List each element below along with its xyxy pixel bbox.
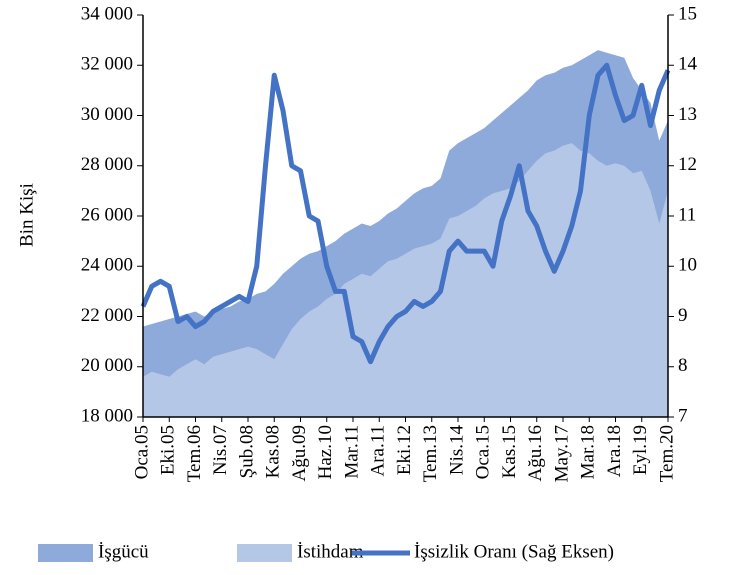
y-tick-label: 28 000 [81, 154, 133, 175]
y2-tick-label: 12 [678, 154, 697, 175]
x-tick-label: Eki.12 [394, 425, 415, 475]
x-tick-label: Kas.08 [263, 425, 284, 478]
x-tick-label: Nis.14 [446, 425, 467, 476]
x-tick-label: Tem.06 [184, 425, 205, 482]
x-tick-label: Tem.13 [420, 425, 441, 482]
x-tick-label: Ağu.09 [289, 425, 310, 481]
y-tick-label: 30 000 [81, 104, 133, 125]
area [143, 143, 668, 417]
x-tick-label: Haz.10 [315, 425, 336, 479]
y-tick-label: 24 000 [81, 255, 133, 276]
y-tick-label: 32 000 [81, 54, 133, 75]
x-tick-label: Eki.05 [158, 425, 179, 475]
y2-tick-label: 11 [678, 204, 696, 225]
line [140, 62, 671, 365]
y-tick-label: 22 000 [81, 305, 133, 326]
y2-tick-label: 15 [678, 3, 697, 24]
y2-tick-label: 8 [678, 355, 688, 376]
x-tick-label: Mar.18 [578, 425, 599, 479]
y-axis-label: Bin Kişi [16, 183, 37, 247]
x-tick-label: Oca.05 [131, 425, 152, 479]
y2-tick-label: 9 [678, 305, 688, 326]
x-tick-label: Nis.07 [210, 425, 231, 475]
x-tick-label: Şub.08 [236, 425, 257, 478]
y2-tick-label: 13 [678, 104, 697, 125]
y-tick-label: 34 000 [81, 3, 133, 24]
x-tick-label: Tem.20 [656, 425, 677, 482]
y2-tick-label: 10 [678, 255, 697, 276]
legend-label: İşgücü [98, 541, 149, 562]
x-tick-label: Eyl.19 [630, 425, 651, 475]
y2-tick-label: 14 [678, 54, 698, 75]
y2-tick-label: 7 [678, 405, 688, 426]
y-tick-label: 26 000 [81, 204, 133, 225]
x-tick-label: Ara.11 [368, 425, 389, 477]
legend-label: İşsizlik Oranı (Sağ Eksen) [414, 541, 614, 562]
legend-label: İstihdam [297, 541, 364, 562]
y-tick-label: 20 000 [81, 355, 133, 376]
x-tick-label: May.17 [551, 425, 572, 482]
x-tick-label: Oca.15 [473, 425, 494, 479]
legend-swatch [38, 544, 93, 562]
x-tick-label: Mar.11 [341, 425, 362, 479]
x-tick-label: Ara.18 [604, 425, 625, 477]
x-tick-label: Ağu.16 [525, 425, 546, 481]
x-tick-label: Kas.15 [499, 425, 520, 478]
y-tick-label: 18 000 [81, 405, 133, 426]
legend-swatch [237, 544, 292, 562]
